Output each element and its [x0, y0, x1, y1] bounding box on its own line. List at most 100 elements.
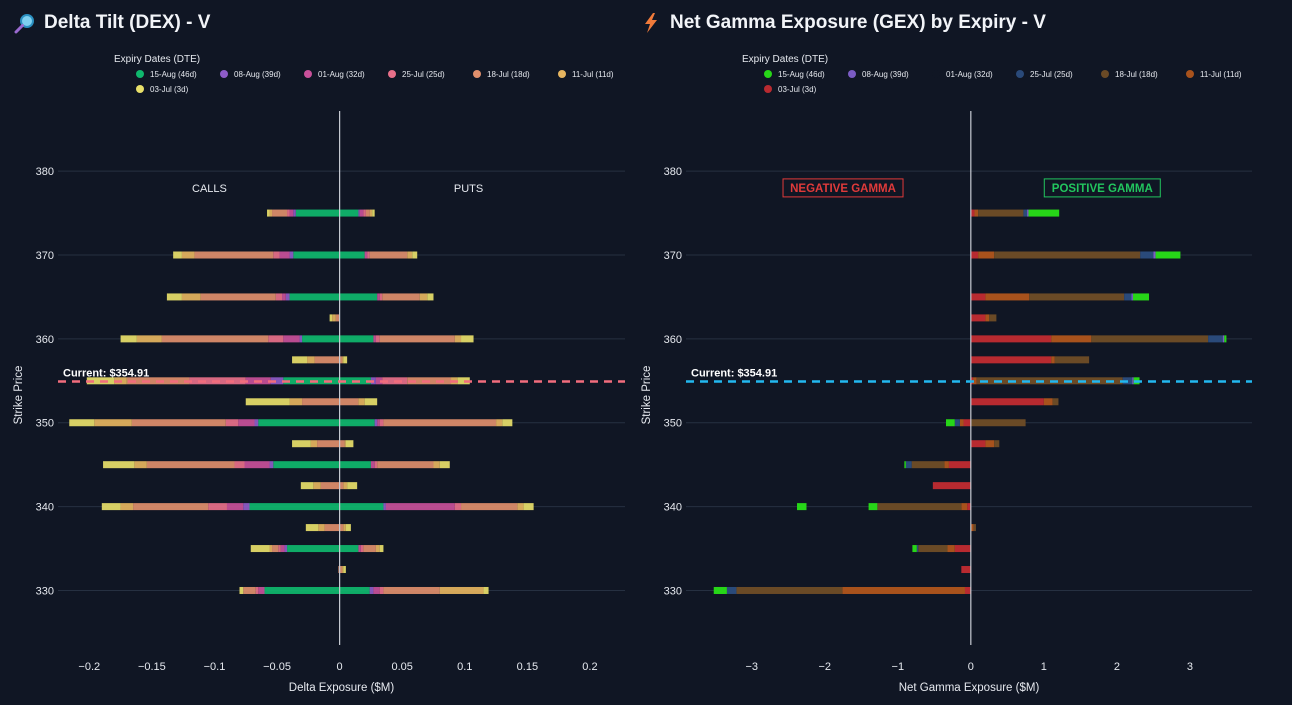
dex-bar-put	[343, 356, 348, 364]
gex-bar	[974, 209, 979, 217]
gex-bar	[911, 461, 945, 469]
gex-legend-marker	[1101, 70, 1109, 78]
dex-bar-put	[339, 461, 371, 469]
gex-bar	[985, 293, 1030, 301]
dex-bar-call	[181, 251, 195, 259]
gex-legend-label: 01-Aug (32d)	[946, 70, 993, 79]
dex-bar-call	[338, 566, 340, 574]
gex-bar	[1054, 356, 1090, 364]
dex-ytick-label: 330	[36, 585, 54, 597]
dex-bar-put	[358, 545, 361, 553]
gex-bar	[1043, 398, 1053, 406]
gex-bar	[1124, 293, 1132, 301]
dex-bar-put	[339, 251, 365, 259]
gex-bar	[1051, 335, 1092, 343]
dex-bar-put	[339, 209, 359, 217]
gex-title-text: Net Gamma Exposure (GEX) by Expiry - V	[670, 12, 1046, 33]
gex-bar	[989, 314, 997, 322]
dex-bar-put	[339, 440, 345, 448]
dex-legend-marker	[136, 70, 144, 78]
dex-bar-call	[269, 209, 273, 217]
dex-bar-call	[278, 545, 281, 553]
dex-bar-put	[339, 524, 344, 532]
dex-legend-marker	[388, 70, 396, 78]
dex-legend-label: 11-Jul (11d)	[572, 70, 614, 79]
gex-bar	[1153, 251, 1156, 259]
magnifier-icon	[14, 14, 34, 34]
gex-bar	[1208, 335, 1223, 343]
gex-title: Net Gamma Exposure (GEX) by Expiry - V	[640, 12, 1046, 34]
gex-bar	[905, 461, 912, 469]
dex-bar-call	[239, 586, 244, 594]
dex-bar-put	[375, 377, 383, 385]
gex-ytick-label: 340	[664, 502, 682, 514]
gex-bar	[994, 440, 1000, 448]
gex-bar	[944, 461, 949, 469]
gex-bar	[970, 251, 979, 259]
dex-bar-put	[375, 335, 380, 343]
gex-bar	[842, 586, 965, 594]
gex-xtick-label: 2	[1114, 661, 1120, 673]
dex-bar-put	[379, 586, 384, 594]
dex-bar-call	[267, 209, 270, 217]
gex-bar	[967, 503, 971, 511]
dex-bar-call	[310, 440, 318, 448]
dex-bar-put	[339, 482, 344, 490]
gex-ytick-label: 360	[664, 334, 682, 346]
dex-bar-put	[339, 419, 375, 427]
gex-bar	[1132, 377, 1134, 385]
gex-legend-marker	[1186, 70, 1194, 78]
positive-gamma-label: POSITIVE GAMMA	[1052, 183, 1153, 195]
dex-bar-put	[339, 503, 384, 511]
dex-bar-put	[483, 586, 489, 594]
dex-xtick-label: 0.05	[391, 661, 412, 673]
dex-bar-call	[161, 335, 269, 343]
dex-bar-call	[234, 461, 245, 469]
dex-bar-put	[369, 586, 374, 594]
dex-bar-call	[120, 503, 134, 511]
dex-legend-label: 15-Aug (46d)	[150, 70, 197, 79]
dex-bar-call	[293, 251, 340, 259]
dex-xtick-label: 0.1	[457, 661, 472, 673]
dex-xtick-label: −0.15	[138, 661, 166, 673]
dex-bar-call	[258, 586, 265, 594]
dex-puts-label: PUTS	[454, 183, 483, 195]
dex-bar-call	[292, 440, 311, 448]
dex-bar-put	[347, 482, 358, 490]
gex-ytick-label: 370	[664, 250, 682, 262]
gex-bar	[1027, 209, 1029, 217]
dex-bar-call	[285, 293, 290, 301]
dex-bar-put	[419, 293, 428, 301]
gex-bar	[1222, 335, 1225, 343]
dex-bar-call	[120, 335, 137, 343]
dex-bar-call	[249, 503, 340, 511]
gex-current-price-label: Current: $354.91	[691, 368, 777, 380]
dex-bar-call	[292, 356, 308, 364]
gex-bar	[916, 545, 919, 553]
dex-legend-label: 01-Aug (32d)	[318, 70, 365, 79]
dex-bar-call	[254, 419, 259, 427]
dex-legend-title: Expiry Dates (DTE)	[114, 54, 200, 65]
dex-bar-put	[523, 503, 534, 511]
gex-legend-marker	[848, 70, 856, 78]
dex-bar-put	[496, 419, 503, 427]
gex-bar	[1052, 398, 1059, 406]
dex-bar-call	[101, 503, 121, 511]
dex-bar-call	[225, 419, 239, 427]
dex-bar-put	[439, 586, 484, 594]
gex-bar	[868, 503, 878, 511]
gex-xtick-label: −1	[892, 661, 905, 673]
gex-bar	[970, 419, 1026, 427]
gex-bar	[976, 377, 1123, 385]
dex-bar-put	[339, 566, 343, 574]
gex-bar	[970, 398, 1044, 406]
dex-bar-put	[343, 524, 346, 532]
gex-legend-marker	[932, 70, 940, 78]
dex-bar-put	[363, 209, 366, 217]
gex-legend-marker	[764, 85, 772, 93]
lightning-icon	[645, 13, 657, 33]
dex-bar-put	[502, 419, 513, 427]
dex-bar-call	[272, 545, 279, 553]
dex-bar-put	[383, 419, 497, 427]
